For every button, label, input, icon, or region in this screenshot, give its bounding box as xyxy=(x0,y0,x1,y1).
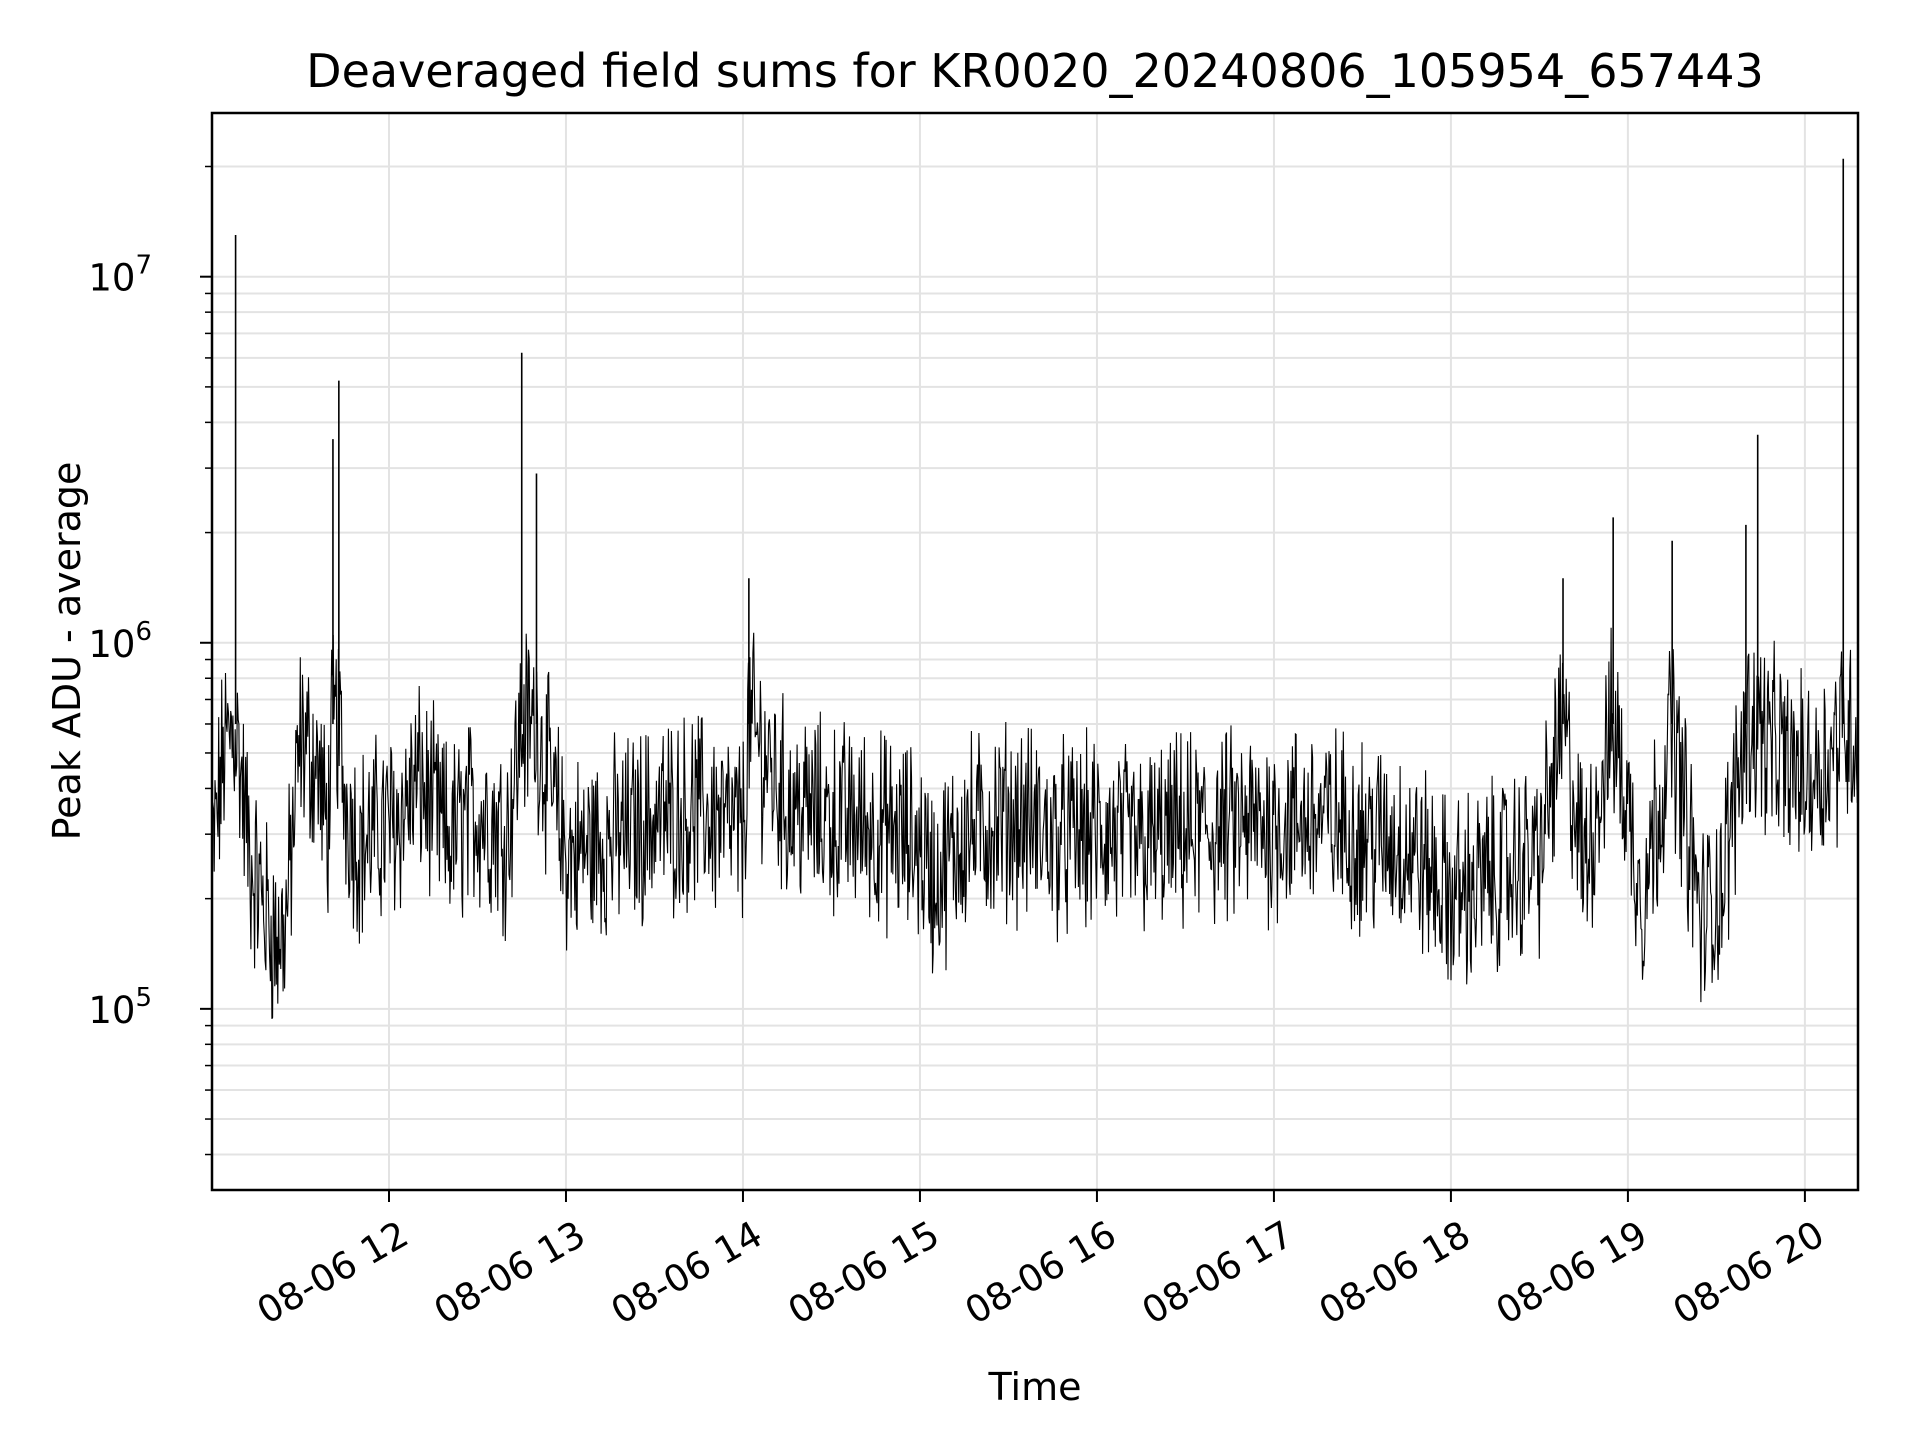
y-tick-label-exponent: 7 xyxy=(135,251,152,281)
y-tick-label-base: 10 xyxy=(88,989,135,1032)
y-tick-label: 107 xyxy=(88,251,152,300)
y-tick-label-base: 10 xyxy=(88,623,135,666)
plot-frame xyxy=(210,111,1860,1192)
y-tick-label-exponent: 5 xyxy=(135,983,152,1013)
series-noise-trace xyxy=(211,627,1859,1020)
grid-lines xyxy=(212,113,1858,1190)
y-tick-label-base: 10 xyxy=(88,257,135,300)
y-axis-label: Peak ADU - average xyxy=(45,462,89,841)
y-tick-label: 106 xyxy=(88,617,152,666)
chart-title: Deaveraged field sums for KR0020_2024080… xyxy=(306,44,1764,98)
x-axis-label: Time xyxy=(988,1365,1082,1409)
y-tick-label-exponent: 6 xyxy=(135,617,152,647)
y-tick-label: 105 xyxy=(88,983,152,1032)
data-series-line xyxy=(211,158,1859,1020)
